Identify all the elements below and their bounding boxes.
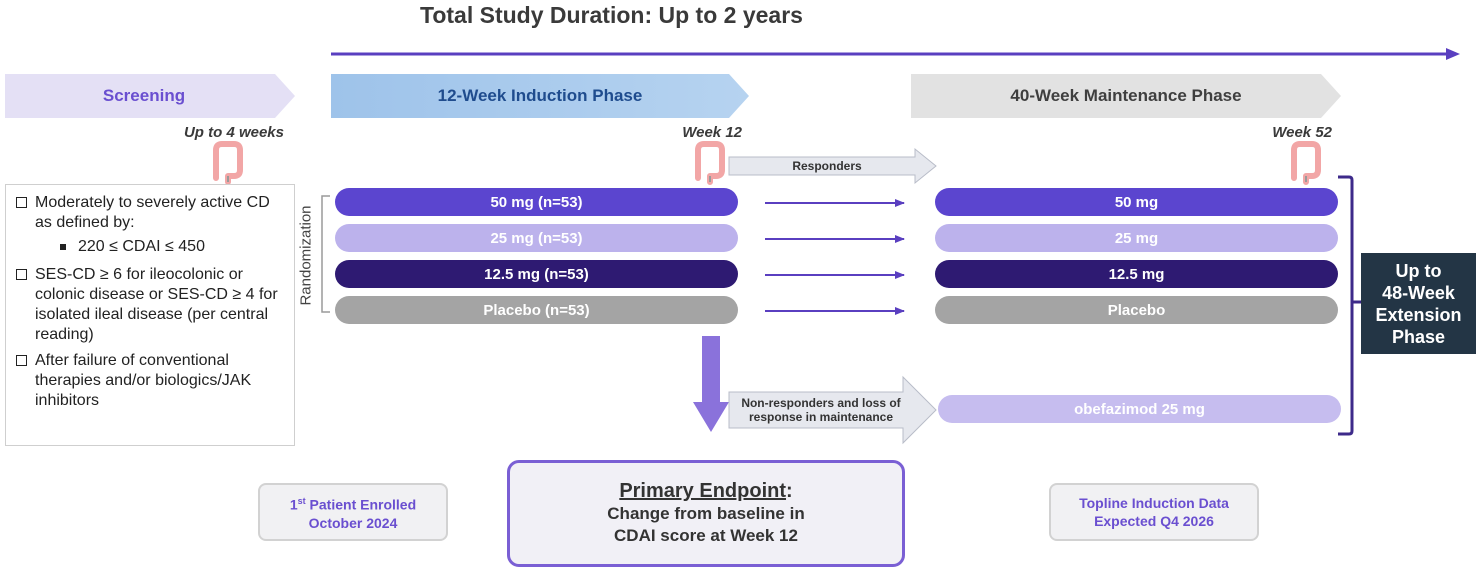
induction-arm-12-5mg: 12.5 mg (n=53) <box>335 260 738 288</box>
endpoint-description: Change from baseline in CDAI score at We… <box>607 504 805 545</box>
phase-screening: Screening <box>5 74 295 118</box>
colon-icon <box>695 141 725 185</box>
criteria-item: After failure of conventional therapies … <box>16 351 286 411</box>
responders-arrow <box>728 147 937 185</box>
down-arrow <box>693 336 729 432</box>
induction-arm-25mg: 25 mg (n=53) <box>335 224 738 252</box>
timeline-arrow <box>331 48 1460 60</box>
maintenance-arm-placebo: Placebo <box>935 296 1338 324</box>
criteria-subitem: 220 ≤ CDAI ≤ 450 <box>60 237 286 257</box>
first-patient-note: 1st Patient Enrolled October 2024 <box>258 483 448 541</box>
maintenance-arm-50mg: 50 mg <box>935 188 1338 216</box>
timepoint-screening: Up to 4 weeks <box>183 124 284 141</box>
induction-arm-50mg: 50 mg (n=53) <box>335 188 738 216</box>
rescue-arm-obefazimod: obefazimod 25 mg <box>938 395 1341 423</box>
randomization-bracket <box>321 195 330 313</box>
colon-icon <box>213 141 243 185</box>
primary-endpoint-box: Primary Endpoint: Change from baseline i… <box>507 460 905 567</box>
colon-icon <box>1291 141 1321 185</box>
nonresponders-label: Non-responders and loss of response in m… <box>741 396 901 424</box>
criteria-item: SES-CD ≥ 6 for ileocolonic or colonic di… <box>16 265 286 345</box>
maintenance-arm-12-5mg: 12.5 mg <box>935 260 1338 288</box>
criteria-item: Moderately to severely active CD as defi… <box>16 193 286 233</box>
extension-phase-box: Up to 48-Week Extension Phase <box>1361 253 1476 354</box>
induction-arm-placebo: Placebo (n=53) <box>335 296 738 324</box>
study-duration-title: Total Study Duration: Up to 2 years <box>420 2 803 28</box>
timepoint-week-52: Week 52 <box>1272 124 1332 141</box>
extension-bracket <box>1338 175 1354 436</box>
checkbox-icon <box>16 197 27 208</box>
maintenance-arm-25mg: 25 mg <box>935 224 1338 252</box>
phase-maintenance: 40-Week Maintenance Phase <box>911 74 1341 118</box>
nonresponders-arrow <box>728 375 937 445</box>
responders-label: Responders <box>792 159 862 173</box>
timepoint-week-12: Week 12 <box>682 124 742 141</box>
endpoint-title: Primary Endpoint <box>619 480 787 502</box>
phase-induction: 12-Week Induction Phase <box>331 74 749 118</box>
topline-data-note: Topline Induction Data Expected Q4 2026 <box>1049 483 1259 541</box>
bullet-icon <box>60 244 66 250</box>
inclusion-criteria-box: Moderately to severely active CD as defi… <box>5 184 295 446</box>
checkbox-icon <box>16 269 27 280</box>
randomization-label: Randomization <box>297 204 315 306</box>
checkbox-icon <box>16 355 27 366</box>
